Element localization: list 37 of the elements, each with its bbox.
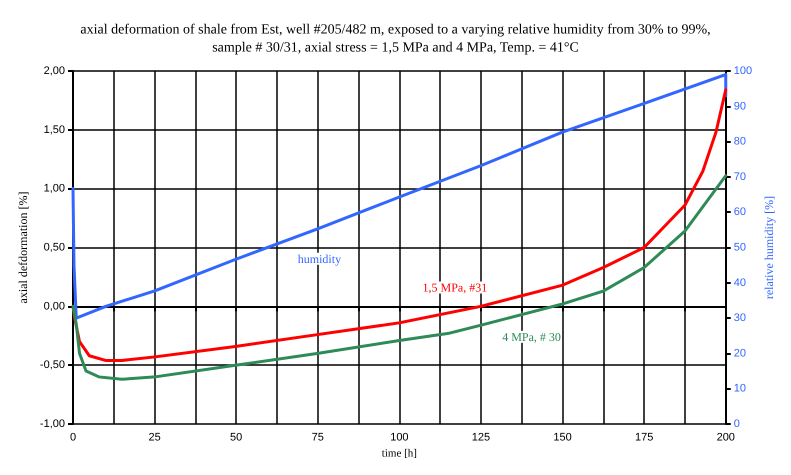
y2-tick-label: 60 — [734, 206, 746, 218]
y2-tick-label: 100 — [734, 65, 752, 77]
y2-tick-label: 70 — [734, 170, 746, 183]
y2-tick-label: 80 — [734, 136, 746, 148]
x-tick-label: 200 — [716, 432, 735, 444]
line-series — [72, 88, 728, 362]
y2-tick-label: 10 — [734, 382, 746, 395]
x-tick-label: 25 — [148, 432, 161, 444]
y2-axis-title: relative humidity [%] — [762, 196, 776, 300]
y2-tick-label: 90 — [734, 100, 746, 112]
y-tick-label: 0,50 — [44, 242, 65, 254]
x-tick-label: 125 — [472, 432, 490, 444]
y2-tick-label: 30 — [734, 312, 746, 324]
series-label: 1,5 MPa, #31 — [422, 280, 488, 295]
y2-tick-label: 20 — [734, 347, 746, 360]
y2-tick-label: 50 — [734, 242, 746, 254]
y-tick-label: -1,00 — [40, 418, 65, 430]
x-tick-label: 50 — [230, 432, 242, 444]
x-tick-label: 100 — [390, 432, 409, 444]
y2-tick-label: 40 — [734, 276, 746, 289]
y2-tick-label: 0 — [734, 418, 740, 430]
line-series — [72, 73, 728, 320]
series-label: 4 MPa, # 30 — [502, 330, 561, 344]
x-axis-title: time [h] — [382, 447, 417, 460]
x-tick-label: 150 — [553, 432, 572, 444]
series-label: humidity — [298, 252, 342, 266]
x-tick-label: 175 — [634, 432, 654, 444]
x-tick-label: 75 — [312, 432, 324, 444]
y-tick-label: 1,50 — [44, 124, 65, 136]
x-tick-label: 0 — [70, 432, 76, 444]
y-tick-label: -0,50 — [40, 359, 65, 372]
chart-title: axial deformation of shale from Est, well #205/482 m, exposed to a varying relative humidity from 30% to 99%, sample # 30/31, axial stress = 1,5 MPa and 4 MPa, Temp. = 41°C — [80, 22, 711, 56]
y-tick-label: 1,00 — [44, 182, 65, 195]
y-tick-label: 0,00 — [44, 300, 65, 312]
line-series — [72, 174, 728, 381]
y-axis-title: axial defdormation [%] — [16, 192, 30, 304]
y-tick-label: 2,00 — [44, 65, 65, 77]
